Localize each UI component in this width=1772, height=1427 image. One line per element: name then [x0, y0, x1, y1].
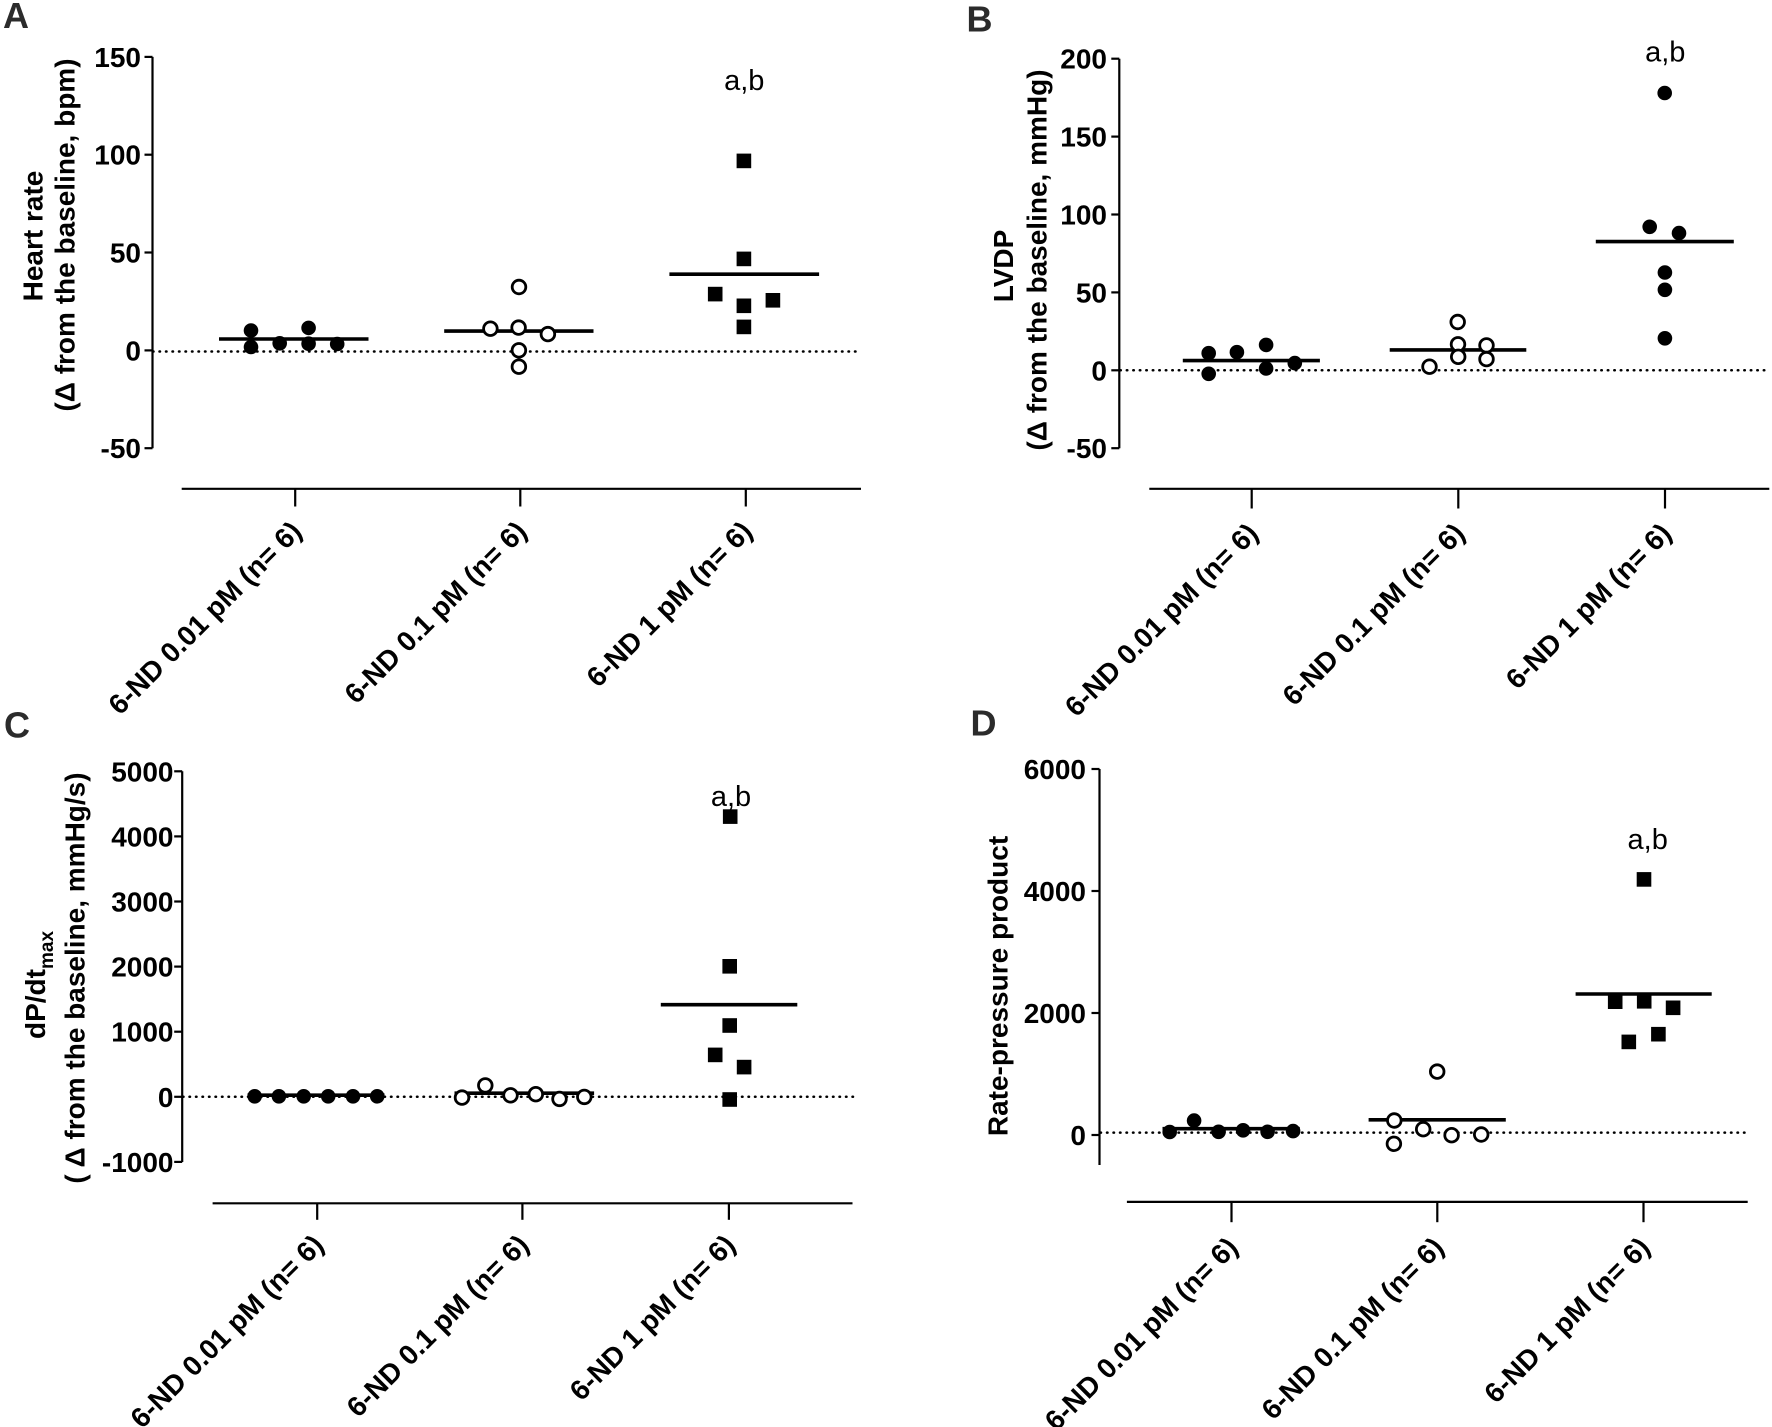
svg-text:C: C	[4, 705, 30, 746]
svg-text:50: 50	[1076, 277, 1107, 308]
svg-text:(Δ from the baseline, bpm): (Δ from the baseline, bpm)	[50, 58, 81, 411]
svg-text:100: 100	[94, 140, 141, 171]
svg-text:Heart rate: Heart rate	[18, 171, 49, 302]
svg-text:(Δ from the baseline, mmHg): (Δ from the baseline, mmHg)	[1022, 69, 1053, 450]
svg-text:( Δ from the baseline, mmHg/s): ( Δ from the baseline, mmHg/s)	[60, 772, 91, 1183]
svg-text:4000: 4000	[1024, 876, 1086, 907]
svg-text:B: B	[967, 0, 993, 40]
svg-text:LVDP: LVDP	[988, 230, 1019, 303]
svg-text:Rate-pressure product: Rate-pressure product	[983, 836, 1014, 1136]
svg-text:4000: 4000	[111, 821, 173, 852]
svg-text:50: 50	[110, 238, 141, 269]
svg-text:2000: 2000	[111, 952, 173, 983]
svg-text:D: D	[971, 703, 997, 744]
svg-text:a,b: a,b	[1645, 37, 1685, 69]
svg-text:6000: 6000	[1024, 754, 1086, 785]
svg-text:a,b: a,b	[1628, 824, 1668, 856]
svg-text:150: 150	[1060, 122, 1107, 153]
svg-text:-50: -50	[1067, 433, 1107, 464]
svg-text:1000: 1000	[111, 1017, 173, 1048]
svg-text:-50: -50	[101, 433, 141, 464]
svg-text:5000: 5000	[111, 756, 173, 787]
svg-text:0: 0	[125, 335, 141, 366]
svg-text:150: 150	[94, 42, 141, 73]
svg-text:3000: 3000	[111, 887, 173, 918]
svg-text:0: 0	[1070, 1120, 1086, 1151]
svg-text:A: A	[3, 0, 29, 36]
svg-text:200: 200	[1060, 44, 1107, 75]
svg-text:a,b: a,b	[711, 781, 751, 813]
svg-text:-1000: -1000	[102, 1147, 174, 1178]
svg-text:0: 0	[1091, 355, 1107, 386]
svg-text:100: 100	[1060, 200, 1107, 231]
svg-text:2000: 2000	[1024, 998, 1086, 1029]
svg-text:0: 0	[158, 1082, 174, 1113]
svg-text:a,b: a,b	[724, 65, 764, 97]
